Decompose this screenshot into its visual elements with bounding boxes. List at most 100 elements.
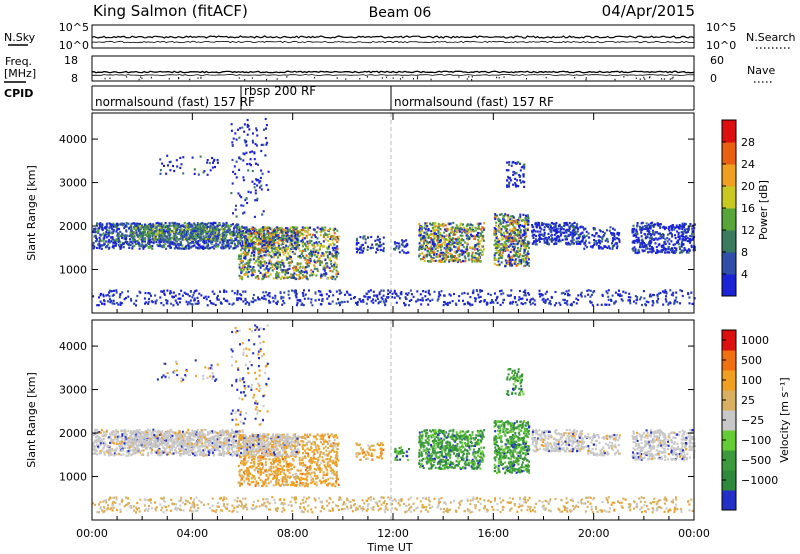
scatter-point	[229, 230, 232, 233]
scatter-point	[321, 274, 324, 277]
scatter-point	[514, 243, 517, 246]
scatter-point	[190, 223, 193, 226]
scatter-point	[143, 227, 146, 230]
scatter-point	[277, 244, 280, 247]
scatter-point	[572, 231, 575, 234]
scatter-point	[304, 266, 307, 269]
scatter-point	[276, 241, 279, 244]
scatter-point	[555, 221, 558, 225]
scatter-point	[545, 225, 548, 228]
scatter-point	[335, 269, 338, 272]
scatter-point	[244, 228, 247, 231]
scatter-point	[230, 192, 233, 195]
scatter-point	[614, 300, 617, 303]
scatter-point	[690, 239, 692, 242]
scatter-point	[289, 244, 291, 247]
scatter-point	[398, 251, 401, 254]
scatter-point	[197, 302, 200, 305]
scatter-point	[123, 236, 126, 239]
scatter-point	[137, 228, 140, 231]
scatter-point	[265, 243, 268, 246]
scatter-point	[418, 234, 421, 237]
scatter-point	[471, 224, 474, 227]
scatter-point	[507, 224, 510, 227]
scatter-point	[618, 232, 621, 235]
scatter-point	[212, 159, 215, 163]
scatter-point	[161, 227, 164, 230]
scatter-point	[532, 228, 535, 231]
scatter-point	[296, 299, 299, 302]
scatter-point	[565, 236, 568, 239]
scatter-point	[689, 234, 692, 238]
scatter-point	[177, 232, 180, 235]
scatter-point	[267, 188, 270, 191]
scatter-point	[544, 299, 547, 302]
scatter-point	[287, 245, 290, 248]
scatter-point	[260, 249, 263, 252]
scatter-point	[690, 246, 693, 249]
scatter-point	[134, 232, 137, 235]
scatter-point	[105, 225, 108, 228]
scatter-point	[306, 265, 309, 268]
scatter-point	[514, 182, 517, 185]
scatter-point	[238, 266, 241, 269]
scatter-point	[590, 293, 593, 296]
scatter-point	[591, 246, 594, 249]
scatter-point	[326, 254, 329, 257]
scatter-point	[133, 235, 136, 238]
scatter-point	[201, 238, 204, 241]
scatter-point	[333, 255, 336, 258]
scatter-point	[254, 246, 257, 249]
scatter-point	[573, 227, 576, 230]
nave-dot	[138, 78, 140, 81]
scatter-point	[661, 236, 664, 239]
scatter-point	[614, 291, 617, 294]
scatter-point	[193, 238, 196, 242]
scatter-point	[143, 225, 146, 228]
scatter-point	[539, 295, 542, 298]
scatter-point	[239, 158, 242, 161]
nave-dot	[661, 78, 663, 80]
scatter-point	[553, 242, 556, 246]
scatter-point	[479, 300, 482, 303]
scatter-point	[197, 240, 200, 243]
scatter-point	[678, 245, 681, 249]
scatter-point	[174, 239, 177, 242]
scatter-point	[276, 267, 278, 270]
scatter-point	[331, 270, 334, 273]
scatter-point	[230, 239, 233, 242]
scatter-point	[265, 236, 267, 239]
scatter-point	[477, 238, 480, 242]
scatter-point	[418, 223, 421, 226]
scatter-point	[428, 251, 431, 254]
scatter-point	[258, 231, 261, 234]
scatter-point	[508, 181, 511, 184]
scatter-point	[451, 254, 454, 258]
scatter-point	[296, 302, 299, 305]
scatter-point	[159, 232, 162, 235]
scatter-point	[474, 226, 477, 229]
scatter-point	[474, 244, 477, 247]
scatter-point	[686, 236, 689, 239]
scatter-point	[442, 241, 445, 244]
scatter-point	[206, 304, 209, 307]
scatter-point	[271, 240, 274, 243]
scatter-point	[269, 246, 272, 249]
scatter-point	[246, 133, 249, 136]
scatter-point	[508, 163, 510, 166]
scatter-point	[166, 154, 169, 157]
scatter-point	[433, 237, 436, 240]
scatter-point	[418, 248, 421, 251]
scatter-point	[535, 235, 538, 238]
scatter-point	[493, 216, 496, 219]
scatter-point	[435, 228, 438, 231]
scatter-point	[240, 275, 243, 278]
scatter-point	[495, 240, 498, 244]
scatter-point	[337, 235, 340, 238]
scatter-point	[689, 241, 692, 244]
scatter-point	[469, 296, 472, 299]
scatter-point	[435, 232, 438, 235]
scatter-point	[418, 232, 421, 235]
scatter-point	[527, 219, 530, 222]
scatter-point	[439, 260, 442, 263]
